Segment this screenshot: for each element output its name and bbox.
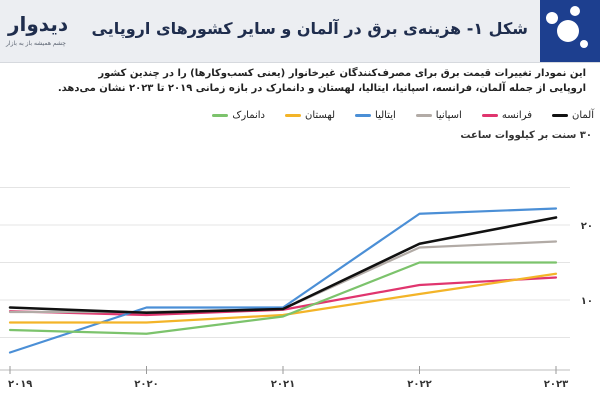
legend-swatch <box>552 113 568 117</box>
series-line <box>8 240 558 314</box>
brand-logo-icon <box>540 0 600 62</box>
legend-swatch <box>355 113 372 117</box>
legend-item: فرانسه <box>481 107 532 123</box>
legend-label: لهستان <box>305 109 336 121</box>
x-tick-label: ۲۰۲۰ <box>134 379 158 390</box>
legend-label: دانمارک <box>232 109 266 121</box>
series-line <box>8 216 558 315</box>
description-line-2: اروپایی از جمله آلمان، فرانسه، اسپانیا، … <box>57 83 586 94</box>
legend-label: ایتالیا <box>375 109 396 121</box>
y-tick-label: ۱۰ <box>581 296 593 307</box>
legend-item: اسپانیا <box>415 107 462 123</box>
legend-label: فرانسه <box>501 109 532 121</box>
x-tick-label: ۲۰۲۳ <box>544 379 568 390</box>
x-tick-label: ۲۰۲۲ <box>407 379 431 390</box>
series-line <box>8 207 558 354</box>
series-line <box>8 261 558 335</box>
brand-name: دیدوار <box>8 12 69 36</box>
y-axis-unit-label: ۳۰ سنت بر کیلووات ساعت <box>460 130 592 141</box>
y-tick-label: ۲۰ <box>581 221 593 232</box>
chart-legend: آلمان فرانسه اسپانیا ایتالیا لهستان دانمارک <box>4 107 594 123</box>
x-tick-label: ۲۰۱۹ <box>8 379 32 390</box>
legend-swatch <box>285 113 302 117</box>
legend-item: دانمارک <box>212 107 265 123</box>
legend-swatch <box>415 113 432 117</box>
brand-tagline: چشم همیشه باز به بازار <box>6 40 66 47</box>
legend-swatch <box>481 113 498 117</box>
legend-label: آلمان <box>572 109 594 121</box>
legend-swatch <box>212 113 229 117</box>
legend-label: اسپانیا <box>435 109 462 121</box>
x-tick-label: ۲۰۲۱ <box>271 379 295 390</box>
legend-item: لهستان <box>285 107 335 123</box>
chart-description: این نمودار تغییرات قیمت برق برای مصرف‌کن… <box>6 66 586 96</box>
legend-item: ایتالیا <box>355 107 396 123</box>
series-line <box>8 272 558 324</box>
header-bar: شکل ۱- هزینه‌ی برق در آلمان و سایر کشوره… <box>0 0 600 63</box>
description-line-1: این نمودار تغییرات قیمت برق برای مصرف‌کن… <box>98 68 586 79</box>
page-title: شکل ۱- هزینه‌ی برق در آلمان و سایر کشوره… <box>91 19 528 38</box>
legend-item: آلمان <box>552 107 594 123</box>
